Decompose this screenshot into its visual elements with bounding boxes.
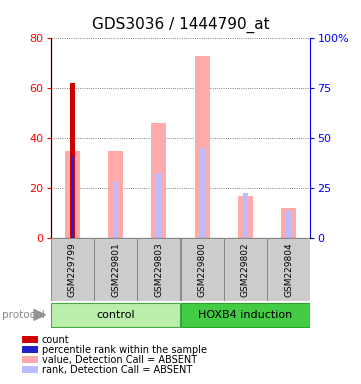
Text: value, Detection Call = ABSENT: value, Detection Call = ABSENT — [42, 355, 197, 365]
Text: GSM229799: GSM229799 — [68, 242, 77, 297]
Bar — [70, 83, 75, 238]
Text: control: control — [96, 310, 135, 320]
Bar — [267, 238, 310, 301]
Bar — [71, 156, 74, 238]
Bar — [238, 195, 253, 238]
Text: GSM229804: GSM229804 — [284, 242, 293, 297]
Bar — [180, 303, 310, 327]
Bar — [70, 156, 75, 238]
Text: GSM229802: GSM229802 — [241, 242, 250, 297]
Bar — [286, 210, 291, 238]
Text: HOXB4 induction: HOXB4 induction — [198, 310, 293, 320]
Bar — [180, 238, 224, 301]
Text: GDS3036 / 1444790_at: GDS3036 / 1444790_at — [92, 17, 269, 33]
Text: rank, Detection Call = ABSENT: rank, Detection Call = ABSENT — [42, 365, 192, 375]
Text: GSM229803: GSM229803 — [155, 242, 163, 297]
Text: GSM229801: GSM229801 — [111, 242, 120, 297]
Bar — [195, 56, 210, 238]
Bar — [200, 148, 205, 238]
Bar — [113, 180, 118, 238]
Bar — [151, 123, 166, 238]
Bar — [65, 151, 80, 238]
Text: percentile rank within the sample: percentile rank within the sample — [42, 345, 206, 355]
Polygon shape — [34, 310, 45, 320]
Bar — [51, 238, 94, 301]
Text: GSM229800: GSM229800 — [198, 242, 206, 297]
Bar — [94, 238, 137, 301]
Bar — [243, 193, 248, 238]
Bar — [108, 151, 123, 238]
Text: protocol: protocol — [2, 310, 44, 320]
Bar — [156, 173, 161, 238]
Bar — [281, 208, 296, 238]
Bar — [51, 303, 180, 327]
Bar — [137, 238, 180, 301]
Text: count: count — [42, 335, 69, 345]
Bar — [224, 238, 267, 301]
